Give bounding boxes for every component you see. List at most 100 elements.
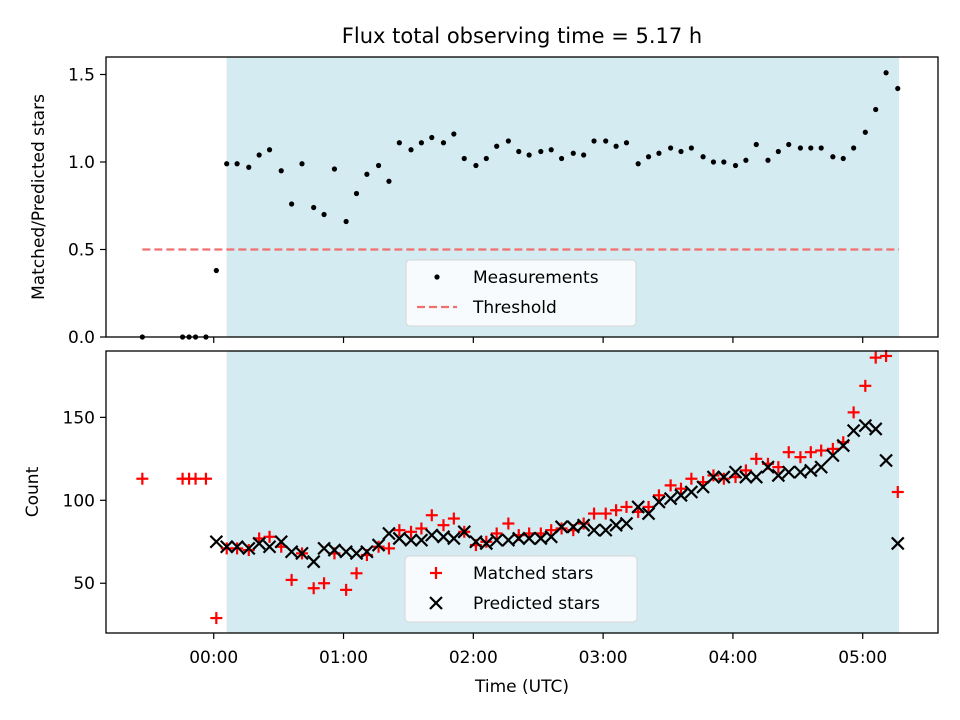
bottom-ytick-label: 50	[73, 574, 95, 594]
predicted-star-marker	[684, 485, 699, 499]
measurement-point	[321, 211, 327, 218]
predicted-star-marker	[274, 534, 289, 549]
measurement-point	[429, 134, 435, 141]
predicted-star-marker	[392, 531, 407, 546]
predicted-star-marker	[404, 533, 418, 547]
legend-measurements-marker	[434, 274, 440, 280]
predicted-star-marker	[663, 491, 678, 506]
predicted-star-marker	[696, 480, 710, 494]
matched-star-marker	[804, 446, 817, 459]
predicted-star-marker	[890, 536, 905, 551]
matched-star-marker	[599, 507, 612, 520]
measurement-point	[299, 161, 305, 167]
predicted-star-marker	[382, 526, 396, 541]
predicted-star-marker	[868, 422, 883, 436]
measurement-point	[451, 131, 457, 137]
top-data-layer	[139, 70, 901, 340]
matched-star-marker	[340, 583, 353, 596]
predicted-star-marker	[781, 465, 796, 479]
measurement-point	[311, 204, 317, 211]
matched-star-marker	[437, 519, 450, 532]
predicted-star-marker	[826, 448, 840, 463]
legend-measurements-label: Measurements	[473, 268, 599, 288]
measurement-point	[830, 154, 836, 160]
measurement-point	[234, 161, 240, 167]
measurement-point	[386, 178, 392, 184]
matched-star-marker	[393, 524, 406, 537]
measurement-point	[418, 140, 425, 146]
measurement-point	[266, 147, 273, 153]
measurement-point	[645, 154, 652, 160]
predicted-star-marker	[414, 533, 429, 547]
measurement-point	[895, 85, 901, 92]
measurement-point	[765, 157, 771, 163]
measurement-point	[396, 140, 402, 146]
matched-star-marker	[545, 524, 558, 537]
predicted-star-marker	[706, 470, 721, 484]
measurement-point	[797, 145, 804, 151]
predicted-star-marker	[641, 506, 656, 521]
predicted-star-marker	[609, 518, 623, 532]
measurement-point	[538, 148, 544, 155]
measurement-point	[256, 152, 262, 158]
measurement-point	[710, 159, 717, 165]
measurement-point	[364, 171, 370, 177]
top-legend: Measurements Threshold	[405, 259, 637, 327]
bottom-plot-frame	[105, 350, 939, 634]
bottom-axis-ticks: 50 100 150 00:00 01:00 02:00 03:00 04:00 05:00	[63, 408, 888, 668]
measurement-point	[840, 155, 846, 162]
predicted-star-marker	[814, 460, 828, 474]
matched-star-marker	[869, 351, 882, 364]
measurement-point	[483, 155, 489, 162]
predicted-star-marker	[566, 520, 581, 534]
predicted-star-marker	[339, 544, 353, 559]
predicted-star-marker	[879, 453, 893, 468]
measurement-point	[688, 145, 694, 151]
matched-star-marker	[577, 517, 590, 530]
matched-star-marker	[652, 489, 665, 502]
top-ytick-label: 1.0	[68, 153, 95, 173]
predicted-star-marker	[846, 423, 861, 438]
predicted-star-marker	[425, 528, 439, 542]
measurement-point	[656, 150, 662, 156]
predicted-star-marker	[674, 488, 688, 503]
predicted-star-marker	[739, 470, 753, 484]
matched-star-marker	[782, 446, 795, 459]
matched-star-marker	[350, 567, 363, 580]
measurement-point	[558, 155, 565, 162]
predicted-star-marker	[576, 518, 591, 532]
matched-star-marker	[405, 525, 418, 538]
top-legend-box	[405, 259, 637, 327]
measurement-point	[591, 138, 597, 144]
matched-star-marker	[372, 540, 385, 553]
measurement-point	[700, 154, 706, 160]
predicted-star-marker	[793, 465, 808, 479]
matched-star-marker	[555, 522, 568, 535]
bottom-ytick-label: 150	[63, 408, 95, 428]
predicted-star-marker	[371, 538, 386, 552]
matched-star-marker	[210, 612, 223, 625]
bottom-panel: 50 100 150 00:00 01:00 02:00 03:00 04:00 05:00 C…	[23, 349, 939, 697]
predicted-star-marker	[761, 460, 775, 474]
predicted-star-marker	[469, 534, 483, 549]
legend-predicted-marker	[429, 596, 443, 610]
predicted-star-marker	[631, 500, 645, 514]
legend-predicted-label: Predicted stars	[473, 594, 600, 614]
predicted-star-marker	[327, 543, 342, 557]
predicted-star-marker	[284, 544, 299, 559]
measurement-point	[786, 141, 792, 148]
measurement-point	[808, 145, 814, 151]
measurement-point	[461, 155, 467, 162]
measurement-point	[862, 129, 868, 135]
predicted-star-marker	[728, 465, 743, 479]
predicted-star-marker	[554, 520, 569, 534]
matched-star-marker	[588, 507, 601, 520]
measurement-point	[581, 152, 587, 158]
matched-star-marker	[847, 406, 860, 419]
predicted-star-marker	[652, 495, 666, 509]
matched-star-marker	[136, 472, 149, 485]
matched-star-marker	[447, 512, 460, 525]
legend-threshold-label: Threshold	[472, 298, 557, 318]
predicted-star-marker	[501, 533, 516, 547]
